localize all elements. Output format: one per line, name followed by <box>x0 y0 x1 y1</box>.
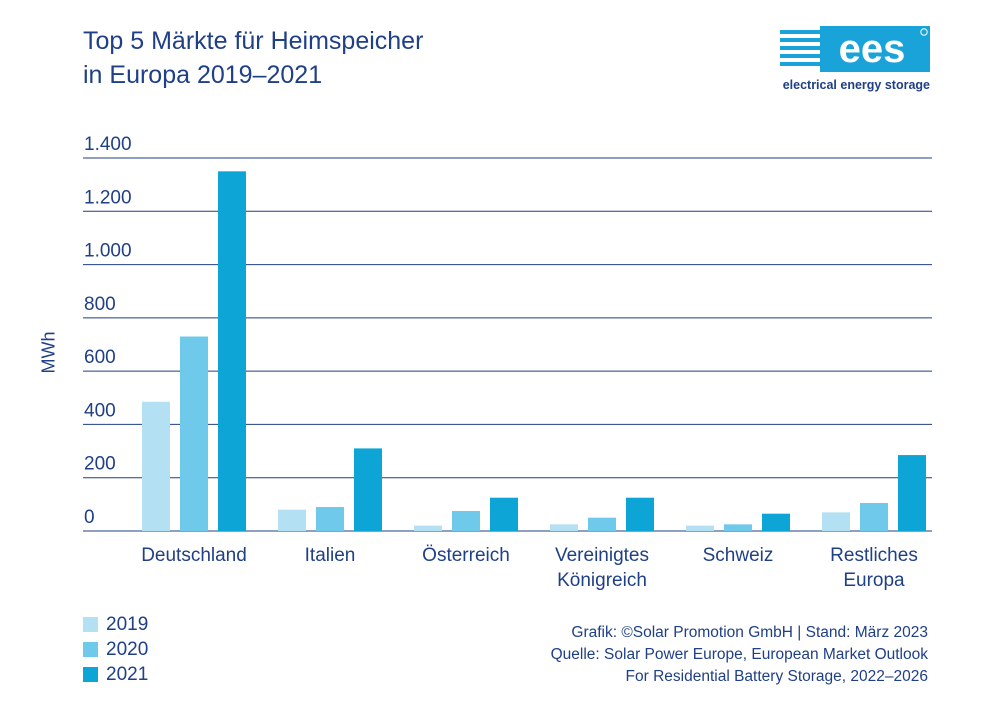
bar-2019 <box>686 525 714 531</box>
legend-item-2020: 2020 <box>83 637 148 662</box>
y-tick-label: 600 <box>84 347 116 368</box>
legend-swatch-2019 <box>83 617 98 632</box>
bar-2021 <box>490 497 518 531</box>
x-tick-label: Österreich <box>422 545 510 566</box>
x-tick-label: Restliches <box>830 545 918 566</box>
legend-item-2019: 2019 <box>83 612 148 637</box>
bar-2020 <box>452 511 480 531</box>
bar-2020 <box>316 507 344 531</box>
legend-label-2019: 2019 <box>106 613 149 635</box>
source-line-3: For Residential Battery Storage, 2022–20… <box>625 668 928 685</box>
legend-item-2021: 2021 <box>83 662 148 687</box>
bar-2020 <box>588 517 616 531</box>
y-tick-label: 1.000 <box>84 241 132 262</box>
logo-letters: ees <box>839 27 906 71</box>
bar-2021 <box>354 448 382 531</box>
bar-2019 <box>142 401 170 531</box>
bar-2019 <box>278 509 306 531</box>
legend: 2019 2020 2021 <box>83 612 148 687</box>
y-tick-label: 800 <box>84 294 116 315</box>
legend-swatch-2021 <box>83 667 98 682</box>
bar-2019 <box>822 512 850 531</box>
legend-label-2020: 2020 <box>106 638 149 660</box>
legend-swatch-2020 <box>83 642 98 657</box>
source-line-2: Quelle: Solar Power Europe, European Mar… <box>550 646 928 663</box>
y-tick-label: 1.200 <box>84 187 132 208</box>
bar-2019 <box>414 525 442 531</box>
bar-2021 <box>218 171 246 532</box>
bar-2020 <box>724 524 752 531</box>
x-tick-label: Königreich <box>557 570 647 591</box>
x-tick-label: Schweiz <box>703 545 774 566</box>
y-tick-label: 0 <box>84 507 95 528</box>
y-tick-label: 1.400 <box>84 134 132 155</box>
source-line-1: Grafik: ©Solar Promotion GmbH | Stand: M… <box>571 624 928 641</box>
title-line-2: in Europa 2019–2021 <box>83 61 323 89</box>
legend-label-2021: 2021 <box>106 663 149 685</box>
bar-2021 <box>626 497 654 531</box>
y-tick-label: 400 <box>84 400 116 421</box>
bar-2019 <box>550 524 578 531</box>
bar-2020 <box>180 336 208 531</box>
logo-tagline: electrical energy storage <box>782 78 930 92</box>
x-tick-label: Vereinigtes <box>555 545 649 566</box>
bar-2021 <box>762 513 790 531</box>
source-note: Grafik: ©Solar Promotion GmbH | Stand: M… <box>551 622 928 688</box>
y-tick-label: 200 <box>84 454 116 475</box>
bar-2020 <box>860 503 888 531</box>
title-line-1: Top 5 Märkte für Heimspeicher <box>83 27 424 55</box>
x-tick-label: Italien <box>305 545 356 566</box>
chart-title: Top 5 Märkte für Heimspeicher in Europa … <box>83 24 423 92</box>
x-tick-label: Europa <box>843 570 905 591</box>
ees-logo-icon: ees <box>780 26 930 72</box>
bar-2021 <box>898 455 926 531</box>
x-tick-label: Deutschland <box>141 545 247 566</box>
ees-logo: ees electrical energy storage <box>780 26 930 92</box>
